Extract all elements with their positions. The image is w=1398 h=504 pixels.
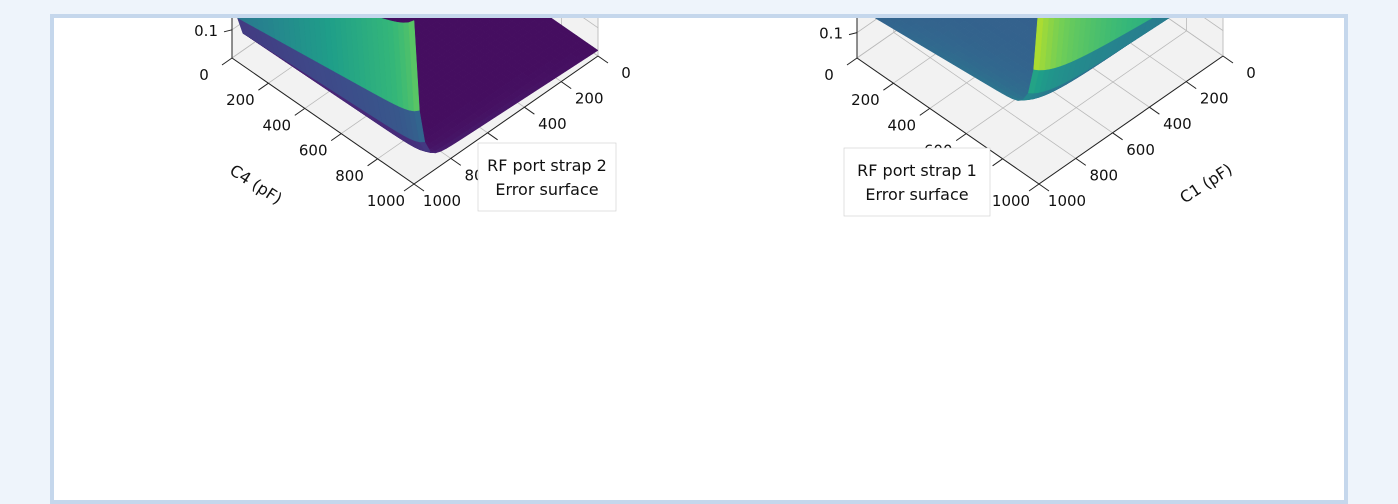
y-tick-mark (222, 58, 232, 65)
y-tick-label: 200 (226, 91, 255, 109)
x-tick-mark (1223, 56, 1233, 63)
figure-frame: 02004006008001000020040060080010000.10.2… (50, 14, 1348, 504)
annotation-box: RF port strap 2 Error surface (478, 143, 616, 211)
y-tick-mark (368, 159, 378, 166)
y-tick-label: 800 (335, 167, 364, 185)
y-tick-label: 0 (824, 66, 834, 84)
y-tick-mark (920, 108, 930, 115)
y-tick-label: 600 (299, 142, 328, 160)
y-tick-label: 200 (851, 91, 880, 109)
x-tick-mark (1149, 107, 1159, 114)
annotation-box: RF port strap 1 Error surface (844, 148, 990, 216)
y-tick-mark (258, 83, 268, 90)
x-tick-mark (1113, 133, 1123, 140)
x-tick-mark (414, 184, 424, 191)
y-tick-label: 1000 (367, 192, 405, 210)
y-tick-label: 0 (199, 66, 209, 84)
figure-svg: 02004006008001000020040060080010000.10.2… (54, 18, 1344, 500)
z-tick-label: 0.1 (819, 25, 843, 43)
x-tick-label: 200 (575, 90, 604, 108)
y-tick-label: 400 (887, 116, 916, 134)
x-tick-label: 0 (1246, 64, 1256, 82)
y-tick-mark (956, 134, 966, 141)
y-tick-mark (331, 134, 341, 141)
x-tick-mark (451, 158, 461, 165)
x-tick-label: 600 (1126, 141, 1155, 159)
x-tick-mark (488, 133, 498, 140)
y-tick-mark (847, 58, 857, 65)
y-tick-mark (404, 184, 414, 191)
surface-plot-strap2: 02004006008001000020040060080010000.10.2… (194, 18, 631, 211)
x-tick-label: 800 (1089, 166, 1118, 184)
annotation-line-1: RF port strap 2 (487, 156, 607, 175)
y-tick-mark (295, 108, 305, 115)
annotation-line-1: RF port strap 1 (857, 161, 977, 180)
x-tick-label: 1000 (1048, 192, 1086, 210)
y-tick-mark (993, 159, 1003, 166)
x-tick-label: 200 (1200, 90, 1229, 108)
z-tick-mark (224, 30, 232, 32)
y-axis-label: C4 (pF) (226, 161, 285, 209)
surface-plot-strap1: 02004006008001000020040060080010000.10.2… (819, 18, 1256, 216)
y-tick-mark (1029, 184, 1039, 191)
x-tick-label: 0 (621, 64, 631, 82)
x-tick-mark (1076, 158, 1086, 165)
x-axis-label: C1 (pF) (1176, 160, 1235, 208)
y-tick-mark (883, 83, 893, 90)
annotation-line-2: Error surface (495, 180, 598, 199)
x-tick-label: 400 (538, 115, 567, 133)
z-tick-label: 0.1 (194, 22, 218, 40)
x-tick-label: 400 (1163, 115, 1192, 133)
x-tick-mark (598, 56, 608, 63)
x-tick-mark (1186, 82, 1196, 89)
y-tick-label: 400 (262, 116, 291, 134)
x-tick-mark (561, 82, 571, 89)
y-tick-label: 1000 (992, 192, 1030, 210)
x-tick-label: 1000 (423, 192, 461, 210)
x-tick-mark (524, 107, 534, 114)
annotation-line-2: Error surface (865, 185, 968, 204)
x-tick-mark (1039, 184, 1049, 191)
z-tick-mark (849, 33, 857, 35)
